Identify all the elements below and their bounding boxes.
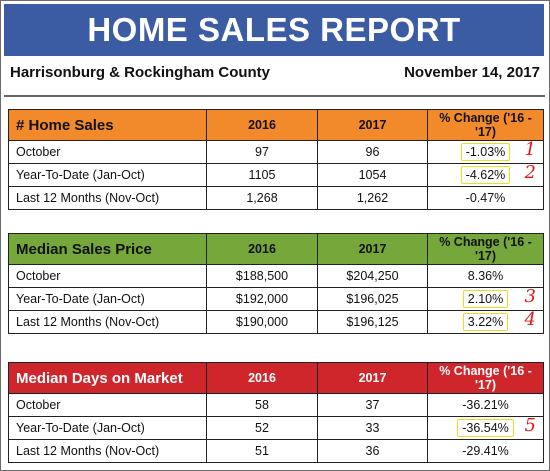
row-label: Last 12 Months (Nov-Oct) <box>8 439 207 463</box>
column-header-2016: 2016 <box>206 233 318 265</box>
percent-change: -4.62% 2 <box>427 162 544 187</box>
percent-change: -36.54% 5 <box>427 415 544 440</box>
column-header-2016: 2016 <box>206 362 318 394</box>
median-price-table: Median Sales Price 2016 2017 % Change ('… <box>8 233 544 334</box>
table-header-row: Median Sales Price 2016 2017 % Change ('… <box>8 233 544 265</box>
column-header-2017: 2017 <box>317 233 428 265</box>
days-on-market-table: Median Days on Market 2016 2017 % Change… <box>8 362 544 463</box>
table-row: October $188,500 $204,250 8.36% <box>8 264 544 288</box>
value-2016: $190,000 <box>206 310 318 334</box>
percent-change: -36.21% <box>427 393 544 417</box>
table-row: Year-To-Date (Jan-Oct) 1105 1054 -4.62% … <box>8 162 544 187</box>
value-2016: 1105 <box>206 163 318 187</box>
highlight-box: -1.03% <box>460 143 511 161</box>
column-header-change: % Change ('16 - '17) <box>427 233 544 265</box>
row-label: Last 12 Months (Nov-Oct) <box>8 186 207 210</box>
value-2016: $192,000 <box>206 287 318 311</box>
row-label: October <box>8 393 207 417</box>
highlight-box: 2.10% <box>462 290 509 308</box>
row-label: Last 12 Months (Nov-Oct) <box>8 310 207 334</box>
value-2016: 51 <box>206 439 318 463</box>
table-row: Last 12 Months (Nov-Oct) $190,000 $196,1… <box>8 309 544 334</box>
row-label: Year-To-Date (Jan-Oct) <box>8 287 207 311</box>
report-date: November 14, 2017 <box>404 64 540 81</box>
highlight-box: -4.62% <box>460 166 511 184</box>
column-header-2017: 2017 <box>317 362 428 394</box>
table-row: Year-To-Date (Jan-Oct) 52 33 -36.54% 5 <box>8 415 544 440</box>
annotation-number: 5 <box>524 415 536 436</box>
value-2017: 1,262 <box>317 186 428 210</box>
report-title: HOME SALES REPORT <box>4 4 544 56</box>
highlight-box: 3.22% <box>462 313 509 331</box>
divider-rule <box>4 95 545 97</box>
table-title: # Home Sales <box>8 109 207 141</box>
table-row: Year-To-Date (Jan-Oct) $192,000 $196,025… <box>8 286 544 311</box>
value-2017: 37 <box>317 393 428 417</box>
table-row: October 97 96 -1.03% 1 <box>8 139 544 164</box>
table-title: Median Days on Market <box>8 362 207 394</box>
row-label: Year-To-Date (Jan-Oct) <box>8 163 207 187</box>
annotation-number: 2 <box>524 162 536 183</box>
value-2017: 36 <box>317 439 428 463</box>
percent-change: -29.41% <box>427 439 544 463</box>
annotation-number: 4 <box>524 309 536 330</box>
percent-change: 3.22% 4 <box>427 309 544 334</box>
percent-change: 2.10% 3 <box>427 286 544 311</box>
value-2016: $188,500 <box>206 264 318 288</box>
row-label: Year-To-Date (Jan-Oct) <box>8 416 207 440</box>
row-label: October <box>8 140 207 164</box>
value-2017: $196,125 <box>317 310 428 334</box>
table-row: October 58 37 -36.21% <box>8 393 544 417</box>
table-row: Last 12 Months (Nov-Oct) 51 36 -29.41% <box>8 439 544 463</box>
column-header-2017: 2017 <box>317 109 428 141</box>
percent-change: -0.47% <box>427 186 544 210</box>
annotation-number: 3 <box>524 286 536 307</box>
percent-change: 8.36% <box>427 264 544 288</box>
table-title: Median Sales Price <box>8 233 207 265</box>
value-2017: 33 <box>317 416 428 440</box>
column-header-change: % Change ('16 - '17) <box>427 109 544 141</box>
value-2017: $196,025 <box>317 287 428 311</box>
percent-change: -1.03% 1 <box>427 139 544 164</box>
home-sales-table: # Home Sales 2016 2017 % Change ('16 - '… <box>8 109 544 210</box>
row-label: October <box>8 264 207 288</box>
value-2017: 96 <box>317 140 428 164</box>
table-row: Last 12 Months (Nov-Oct) 1,268 1,262 -0.… <box>8 186 544 210</box>
value-2016: 52 <box>206 416 318 440</box>
value-2017: 1054 <box>317 163 428 187</box>
table-header-row: Median Days on Market 2016 2017 % Change… <box>8 362 544 394</box>
value-2016: 1,268 <box>206 186 318 210</box>
annotation-number: 1 <box>524 139 536 160</box>
column-header-2016: 2016 <box>206 109 318 141</box>
table-header-row: # Home Sales 2016 2017 % Change ('16 - '… <box>8 109 544 141</box>
value-2017: $204,250 <box>317 264 428 288</box>
report-subheader: Harrisonburg & Rockingham County Novembe… <box>10 64 540 84</box>
area-name: Harrisonburg & Rockingham County <box>10 64 271 81</box>
highlight-box: -36.54% <box>457 419 514 437</box>
value-2016: 58 <box>206 393 318 417</box>
value-2016: 97 <box>206 140 318 164</box>
column-header-change: % Change ('16 - '17) <box>427 362 544 394</box>
